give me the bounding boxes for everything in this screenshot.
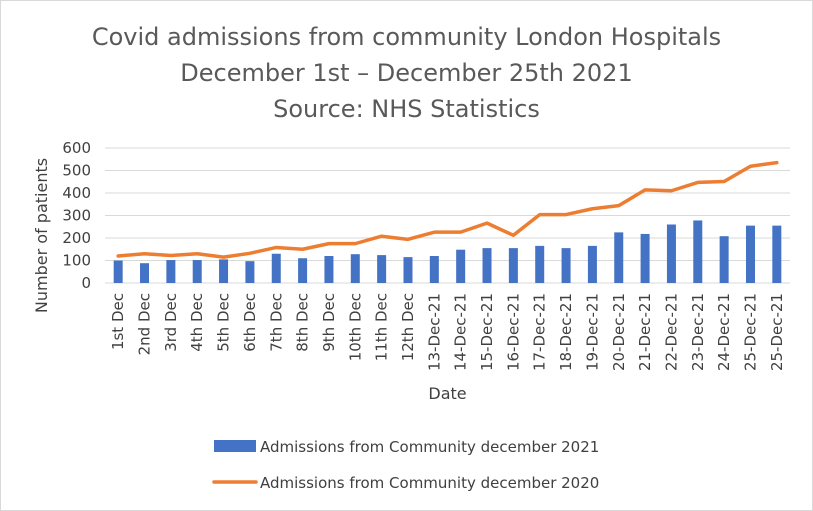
y-tick-label: 100	[62, 252, 91, 270]
x-tick-label: 2nd Dec	[136, 293, 154, 355]
bar	[324, 256, 334, 283]
x-tick-label: 18-Dec-21	[557, 293, 575, 371]
bar	[640, 233, 650, 283]
bar	[429, 256, 439, 283]
bar	[113, 260, 123, 283]
x-tick-label: 25-Dec-21	[768, 293, 786, 371]
bar	[245, 261, 255, 283]
bar	[535, 245, 545, 283]
y-tick-label: 500	[62, 162, 91, 180]
x-tick-label: 12th Dec	[399, 293, 417, 361]
x-tick-label: 9th Dec	[320, 293, 338, 352]
x-tick-label: 13-Dec-21	[425, 293, 443, 371]
bar	[666, 224, 676, 283]
legend-label-2021: Admissions from Community december 2021	[260, 438, 599, 456]
x-tick-label: 4th Dec	[188, 293, 206, 352]
bar	[403, 257, 413, 283]
bar	[377, 255, 387, 283]
y-tick-label: 400	[62, 184, 91, 202]
bar	[192, 260, 202, 283]
y-axis-label: Number of patients	[32, 158, 51, 313]
x-tick-label: 24-Dec-21	[715, 293, 733, 371]
x-tick-label: 22-Dec-21	[662, 293, 680, 371]
bar	[219, 259, 229, 283]
y-tick-label: 300	[62, 207, 91, 225]
x-tick-label: 1st Dec	[109, 293, 127, 350]
legend-label-2020: Admissions from Community december 2020	[260, 474, 599, 492]
bar	[693, 220, 703, 283]
x-tick-label: 7th Dec	[267, 293, 285, 352]
y-tick-label: 200	[62, 229, 91, 247]
bar	[508, 248, 518, 283]
x-tick-label: 10th Dec	[346, 293, 364, 361]
bar	[166, 260, 176, 283]
x-tick-label: 6th Dec	[241, 293, 259, 352]
x-tick-label: 16-Dec-21	[504, 293, 522, 371]
bar	[561, 248, 571, 283]
y-tick-label: 600	[62, 139, 91, 157]
chart-title-line-2: December 1st – December 25th 2021	[180, 59, 633, 87]
x-tick-label: 17-Dec-21	[531, 293, 549, 371]
bar	[271, 253, 281, 283]
x-tick-label: 3rd Dec	[162, 293, 180, 352]
chart-title-line-3: Source: NHS Statistics	[273, 95, 540, 123]
chart-title-line-1: Covid admissions from community London H…	[91, 23, 722, 51]
x-tick-label: 14-Dec-21	[452, 293, 470, 371]
bar	[482, 248, 492, 283]
bar	[456, 249, 466, 283]
bar	[745, 225, 755, 283]
bar	[772, 225, 782, 283]
x-tick-label: 5th Dec	[215, 293, 233, 352]
y-tick-label: 0	[81, 274, 91, 292]
line-series-2020	[116, 160, 779, 259]
legend-swatch-bar	[214, 440, 256, 452]
x-tick-label: 21-Dec-21	[636, 293, 654, 371]
bar	[719, 236, 729, 283]
x-tick-label: 20-Dec-21	[610, 293, 628, 371]
bar	[614, 232, 624, 283]
x-tick-label: 19-Dec-21	[583, 293, 601, 371]
x-tick-label: 15-Dec-21	[478, 293, 496, 371]
bar	[140, 263, 150, 283]
bar	[350, 254, 360, 283]
x-tick-label: 23-Dec-21	[689, 293, 707, 371]
bar	[587, 245, 597, 283]
x-tick-label: 25-Dec-21	[741, 293, 759, 371]
x-tick-label: 11th Dec	[373, 293, 391, 361]
x-axis-label: Date	[428, 384, 466, 403]
bar	[298, 258, 308, 283]
x-tick-label: 8th Dec	[294, 293, 312, 352]
